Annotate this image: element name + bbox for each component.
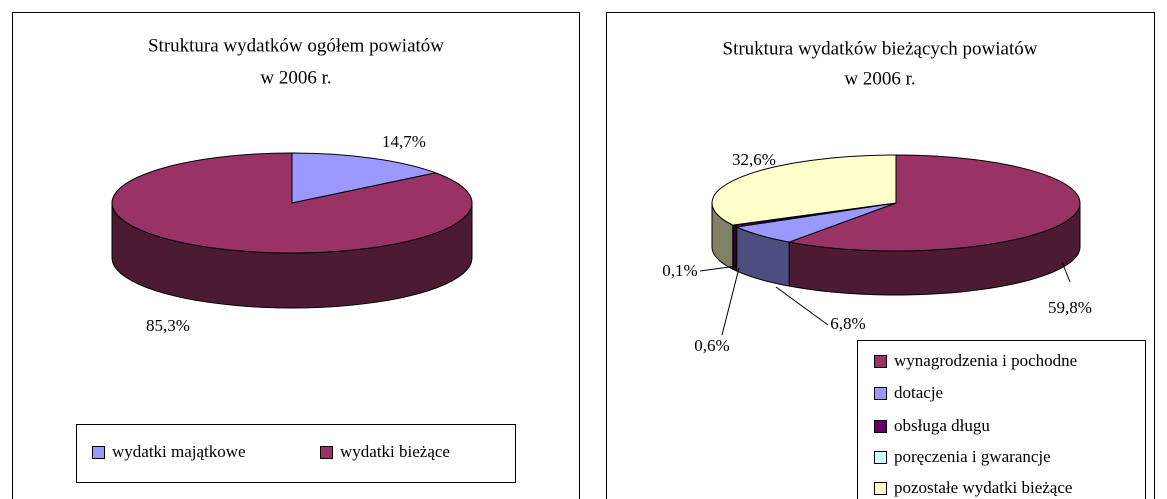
- chart-title: w 2006 r.: [260, 67, 331, 88]
- data-label: 0,6%: [694, 336, 729, 355]
- legend-swatch: [874, 420, 887, 433]
- legend-swatch: [320, 446, 333, 459]
- pie-slice: [111, 152, 473, 254]
- legend-swatch: [874, 355, 887, 368]
- leader-line: [699, 265, 738, 272]
- pie-slice: [787, 154, 1081, 252]
- data-label: 59,8%: [1048, 298, 1092, 317]
- legend-swatch: [874, 451, 887, 464]
- legend-swatch: [874, 482, 887, 495]
- leader-line: [721, 267, 740, 336]
- pie-slice: [711, 154, 897, 226]
- legend-label: wynagrodzenia i pochodne: [894, 351, 1077, 370]
- data-label: 0,1%: [662, 261, 697, 280]
- pie-side: [732, 224, 738, 272]
- chart-title: Struktura wydatków bieżących powiatów: [723, 38, 1038, 59]
- data-label: 6,8%: [830, 314, 865, 333]
- legend-swatch: [874, 387, 887, 400]
- data-label: 85,3%: [146, 316, 190, 335]
- legend-label: obsługa długu: [894, 416, 990, 435]
- legend-label: pozostałe wydatki bieżące: [894, 478, 1072, 497]
- legend-swatch: [92, 446, 105, 459]
- chart-title: Struktura wydatków ogółem powiatów: [148, 35, 444, 56]
- legend: [857, 340, 1146, 499]
- legend-label: dotacje: [894, 383, 943, 402]
- leader-line: [775, 286, 829, 326]
- pie-slice: [291, 152, 438, 204]
- legend-label: poręczenia i gwarancje: [894, 447, 1051, 466]
- data-label: 32,6%: [732, 150, 776, 169]
- leader-line: [1061, 261, 1071, 283]
- legend-label: wydatki bieżące: [340, 442, 450, 461]
- data-label: 14,7%: [382, 132, 426, 151]
- chart-title: w 2006 r.: [844, 68, 915, 89]
- legend: [76, 424, 516, 483]
- legend-label: wydatki majątkowe: [112, 442, 246, 461]
